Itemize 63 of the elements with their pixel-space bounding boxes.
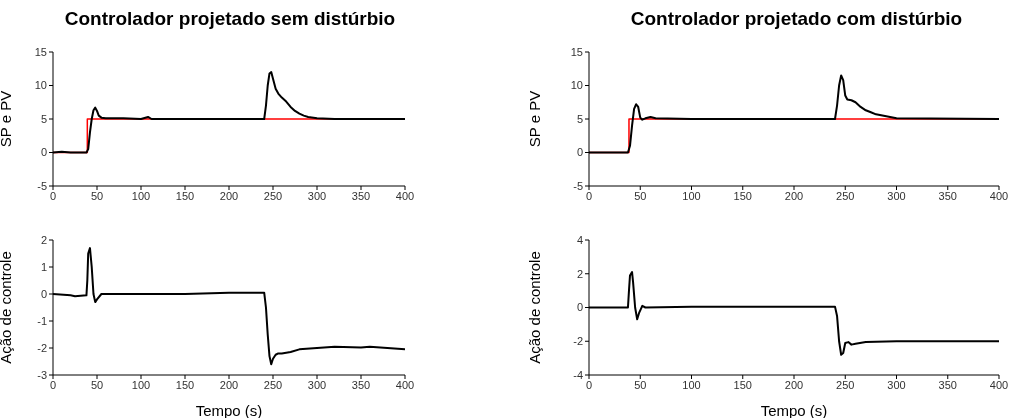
x-tick-label: 100: [131, 378, 151, 391]
x-tick-label: 300: [887, 189, 906, 202]
chart-title: Controlador projetado sem distúrbio: [63, 8, 397, 30]
y-axis-title: Ação de controle: [526, 251, 544, 364]
x-tick-label: 50: [90, 189, 104, 202]
x-tick-label: 50: [634, 189, 647, 202]
x-tick-label: 100: [131, 189, 151, 202]
y-axis-title: SP e PV: [0, 90, 15, 148]
y-tick-label: -2: [37, 341, 47, 354]
x-tick-label: 400: [395, 189, 415, 202]
x-tick-label: 0: [49, 378, 57, 391]
x-tick-label: 400: [989, 189, 1009, 202]
x-tick-label: 200: [784, 378, 804, 391]
x-tick-label: 200: [219, 189, 239, 202]
y-tick-label: 4: [576, 233, 583, 246]
y-tick-label: 0: [40, 287, 47, 300]
y-tick-label: -1: [37, 314, 47, 327]
y-tick-label: 0: [576, 301, 583, 314]
y-tick-label: 2: [576, 267, 583, 280]
x-tick-label: 0: [585, 189, 593, 202]
x-tick-label: 50: [634, 378, 647, 391]
x-tick-label: 50: [90, 378, 104, 391]
x-tick-label: 350: [938, 189, 957, 202]
x-tick-label: 250: [263, 189, 283, 202]
x-tick-label: 0: [585, 378, 593, 391]
x-tick-label: 150: [733, 378, 752, 391]
x-tick-label: 350: [351, 378, 371, 391]
y-axis-title: SP e PV: [526, 90, 544, 148]
x-tick-label: 200: [784, 189, 804, 202]
y-tick-label: -5: [573, 179, 583, 192]
chart-title: Controlador projetado com distúrbio: [629, 8, 964, 30]
x-tick-label: 150: [175, 189, 195, 202]
y-tick-label: 15: [570, 45, 583, 58]
x-tick-label: 250: [836, 378, 855, 391]
y-tick-label: -2: [573, 335, 583, 348]
y-tick-label: 10: [570, 79, 583, 92]
y-tick-label: 5: [576, 112, 583, 125]
x-tick-label: 350: [938, 378, 957, 391]
x-tick-label: 0: [49, 189, 57, 202]
x-tick-label: 150: [175, 378, 195, 391]
x-tick-label: 100: [682, 378, 701, 391]
x-tick-label: 100: [682, 189, 701, 202]
x-tick-label: 300: [307, 189, 327, 202]
x-tick-label: 250: [836, 189, 855, 202]
x-tick-label: 200: [219, 378, 239, 391]
y-tick-label: 10: [34, 79, 47, 92]
y-tick-label: 0: [576, 146, 583, 159]
y-tick-label: 0: [40, 146, 47, 159]
y-tick-label: 15: [34, 45, 47, 58]
x-tick-label: 400: [989, 378, 1009, 391]
x-tick-label: 300: [887, 378, 906, 391]
x-tick-label: 350: [351, 189, 371, 202]
y-tick-label: 2: [40, 233, 47, 246]
x-tick-label: 400: [395, 378, 415, 391]
y-tick-label: -4: [573, 368, 583, 381]
y-axis-title: Ação de controle: [0, 251, 15, 364]
y-tick-label: 1: [40, 260, 47, 273]
x-tick-label: 150: [733, 189, 752, 202]
x-tick-label: 250: [263, 378, 283, 391]
x-tick-label: 300: [307, 378, 327, 391]
y-tick-label: 5: [40, 112, 47, 125]
y-tick-label: -3: [37, 368, 47, 381]
y-tick-label: -5: [37, 179, 47, 192]
